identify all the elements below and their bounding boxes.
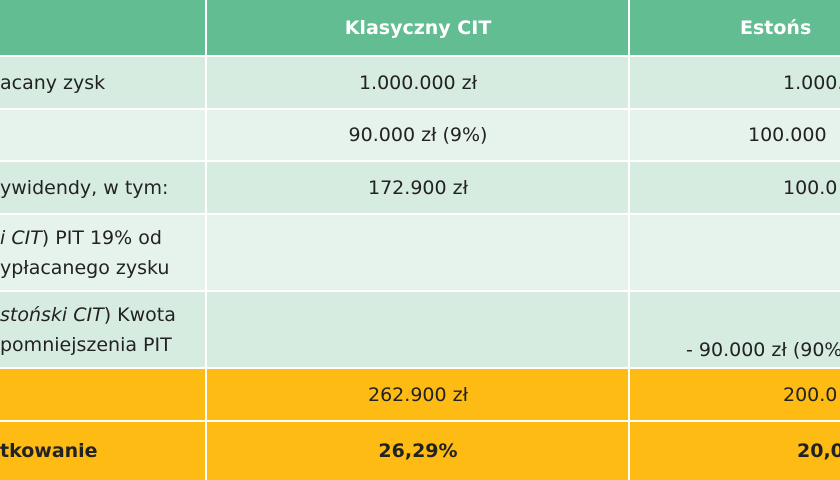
cell-bg: [207, 422, 628, 480]
cell-bg: [207, 110, 628, 160]
cell-bg: [207, 0, 628, 55]
cell-bg: [0, 422, 205, 480]
cell-bg: [0, 110, 205, 160]
row-label: ypłacanego zysku: [0, 253, 169, 283]
classic-value: 172.900 zł: [368, 176, 468, 199]
classic-value: 262.900 zł: [368, 383, 468, 406]
label-text: ypłacanego zysku: [0, 256, 170, 279]
row-label: pomniejszenia PIT: [0, 330, 172, 360]
estonian-value: - 90.000 zł (90%: [686, 338, 840, 361]
label-text: ) PIT 19% od: [41, 226, 162, 249]
cell-bg: [207, 369, 628, 420]
header-cell: Estońs: [740, 16, 812, 39]
estonian-value: 100.000: [748, 124, 827, 146]
cell-bg: [0, 292, 205, 367]
cell-bg: [630, 292, 840, 367]
cell-bg: [0, 0, 205, 55]
row-label: tkowanie: [0, 436, 98, 466]
cell-bg: [630, 57, 840, 108]
label-text: tkowanie: [0, 440, 98, 462]
label-text: pomniejszenia PIT: [0, 333, 172, 356]
label-italic: stoński CIT: [0, 303, 104, 326]
label-text: ) Kwota: [103, 303, 176, 326]
estonian-value: 1.000.: [783, 71, 840, 94]
cell-bg: [207, 292, 628, 367]
cell-bg: [207, 57, 628, 108]
cell-bg: [207, 162, 628, 213]
row-label: ywidendy, w tym:: [0, 173, 168, 203]
classic-value: 1.000.000 zł: [358, 71, 478, 94]
cell-bg: [0, 369, 205, 420]
cell-bg: [207, 215, 628, 290]
cell-bg: [630, 215, 840, 290]
cell-bg: [0, 215, 205, 290]
cell-bg: [630, 369, 840, 420]
label-italic: i CIT: [0, 226, 42, 249]
cell-bg: [0, 57, 205, 108]
label-text: ywidendy, w tym:: [0, 176, 169, 199]
classic-value: 26,29%: [378, 440, 458, 462]
cell-bg: [630, 110, 840, 160]
estonian-value: 200.0: [783, 383, 838, 406]
classic-value: 90.000 zł (9%): [348, 124, 488, 146]
header-cell: Klasyczny CIT: [344, 16, 492, 39]
cell-bg: [630, 162, 840, 213]
cell-bg: [630, 0, 840, 55]
row-label: acany zysk: [0, 68, 105, 98]
row-label: i CIT) PIT 19% od: [0, 223, 162, 253]
estonian-value: 20,0: [797, 440, 840, 462]
row-label: stoński CIT) Kwota: [0, 300, 176, 330]
estonian-value: 100.0: [783, 176, 838, 199]
label-text: acany zysk: [0, 71, 106, 94]
cell-bg: [630, 422, 840, 480]
cell-bg: [0, 162, 205, 213]
